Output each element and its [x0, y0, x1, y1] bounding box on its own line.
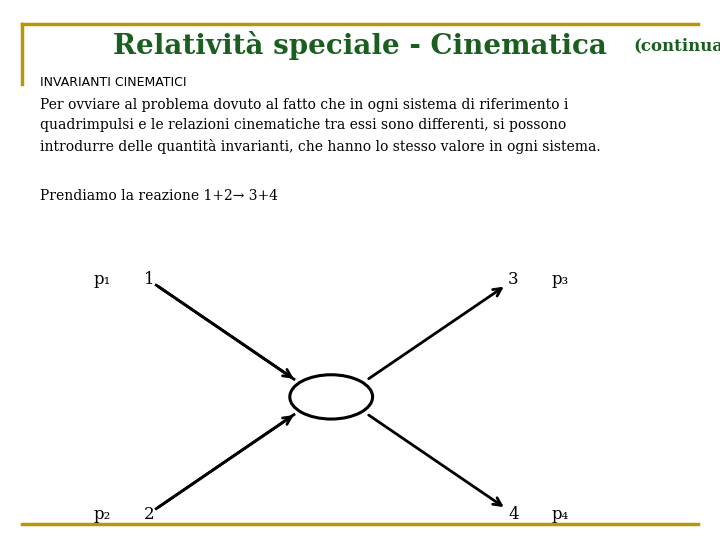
Text: p₃: p₃ [552, 271, 569, 288]
Text: (continua): (continua) [634, 37, 720, 55]
Text: p₂: p₂ [94, 505, 111, 523]
Text: Prendiamo la reazione 1+2→ 3+4: Prendiamo la reazione 1+2→ 3+4 [40, 189, 278, 203]
Text: 4: 4 [508, 505, 518, 523]
Ellipse shape [289, 375, 373, 419]
Text: Relatività speciale - Cinematica: Relatività speciale - Cinematica [113, 31, 607, 60]
Text: 3: 3 [508, 271, 518, 288]
Text: 1: 1 [144, 271, 154, 288]
Text: p₄: p₄ [552, 505, 569, 523]
Text: Per ovviare al problema dovuto al fatto che in ogni sistema di riferimento i
qua: Per ovviare al problema dovuto al fatto … [40, 98, 600, 154]
Text: 2: 2 [144, 505, 154, 523]
Text: p₁: p₁ [94, 271, 111, 288]
Text: INVARIANTI CINEMATICI: INVARIANTI CINEMATICI [40, 76, 186, 89]
